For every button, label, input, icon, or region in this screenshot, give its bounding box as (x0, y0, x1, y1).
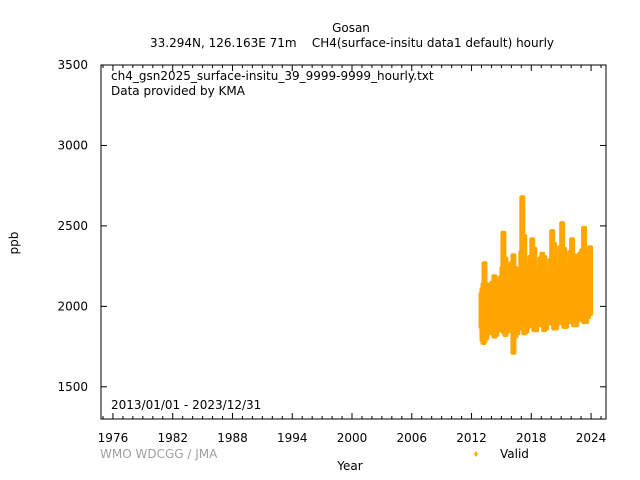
x-tick-label: 2024 (576, 431, 607, 445)
chart-title: Gosan (332, 21, 370, 35)
y-tick-label: 2000 (57, 299, 88, 313)
y-tick-label: 3500 (57, 58, 88, 72)
x-tick-label: 1982 (157, 431, 188, 445)
x-axis-label: Year (336, 459, 362, 473)
plot-frame (100, 64, 607, 420)
data-point-band (587, 245, 594, 316)
x-tick-label: 2018 (516, 431, 547, 445)
y-tick-label: 1500 (57, 380, 88, 394)
period-label: 2013/01/01 - 2023/12/31 (111, 398, 261, 412)
y-tick-label: 2500 (57, 219, 88, 233)
x-tick-label: 2000 (337, 431, 368, 445)
legend: Valid (474, 447, 529, 461)
x-tick-label: 2012 (456, 431, 487, 445)
x-tick-label: 1994 (277, 431, 308, 445)
file-label: ch4_gsn2025_surface-insitu_39_9999-9999_… (111, 69, 434, 83)
legend-label: Valid (500, 447, 529, 461)
x-tick-label: 2006 (396, 431, 427, 445)
series-points (478, 195, 594, 355)
y-axis: 1500 2000 2500 3000 3500 (57, 58, 606, 394)
y-axis-label: ppb (7, 232, 21, 255)
x-tick-label: 1988 (217, 431, 248, 445)
provider-label: Data provided by KMA (111, 84, 246, 98)
x-axis: 1976 1982 1988 1994 2000 2006 2012 2018 2024 (98, 65, 607, 445)
x-tick-label: 1976 (98, 431, 129, 445)
y-tick-label: 3000 (57, 138, 88, 152)
chart-subtitle: 33.294N, 126.163E 71m CH4(surface-insitu… (150, 36, 554, 50)
credit-label: WMO WDCGG / JMA (100, 447, 218, 461)
legend-marker (474, 451, 478, 457)
